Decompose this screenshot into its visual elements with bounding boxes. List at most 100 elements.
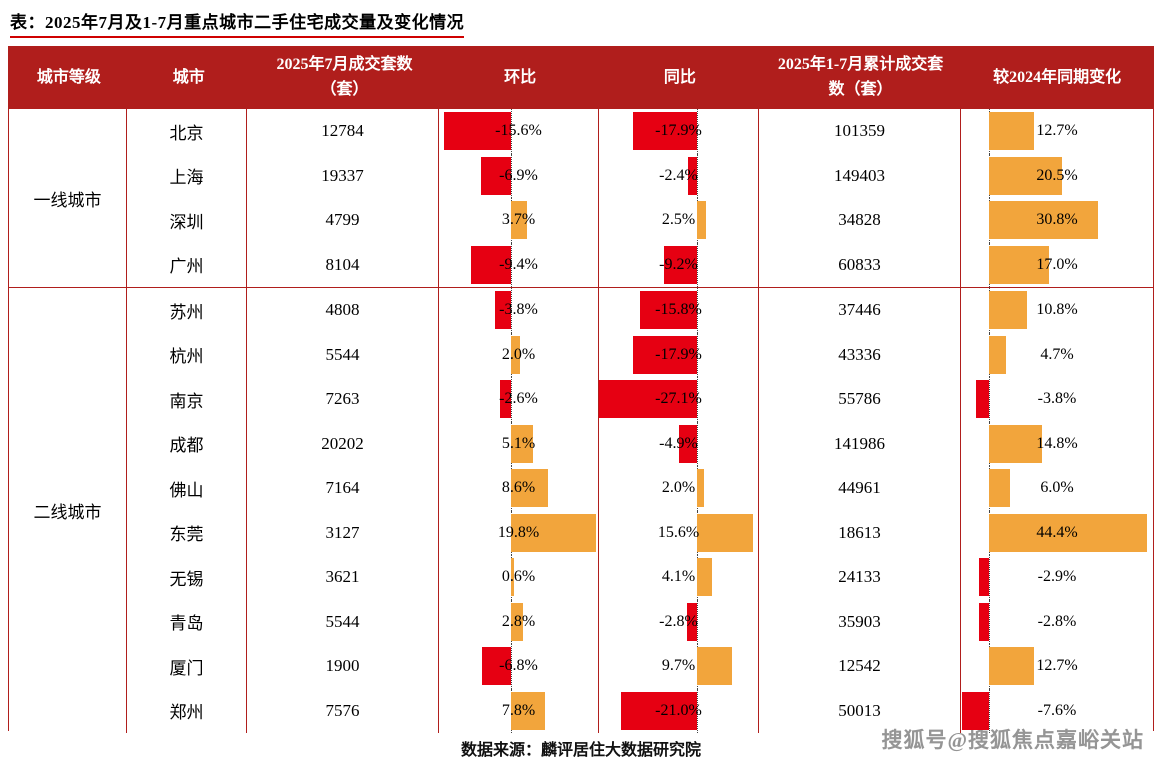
mom-bar-cell: -15.6% bbox=[439, 109, 599, 154]
table-row: 上海 19337 -6.9% -2.4% 149403 20.5% bbox=[127, 153, 1153, 198]
yoy-bar-cell: 9.7% bbox=[599, 644, 759, 689]
vs-bar-cell: 12.7% bbox=[961, 109, 1153, 154]
mom-bar-cell: -6.9% bbox=[439, 153, 599, 198]
vs-bar-label: 12.7% bbox=[1036, 657, 1078, 675]
cumulative-volume-value: 149403 bbox=[759, 153, 961, 198]
vs-bar bbox=[989, 291, 1028, 329]
july-volume-value: 8104 bbox=[247, 242, 439, 287]
mom-bar-label: 5.1% bbox=[501, 434, 536, 452]
mom-bar-label: 3.7% bbox=[501, 211, 536, 229]
mom-bar-label: -6.8% bbox=[499, 657, 538, 675]
cumulative-volume-value: 18613 bbox=[759, 510, 961, 555]
city-name: 广州 bbox=[127, 242, 247, 287]
july-volume-value: 20202 bbox=[247, 421, 439, 466]
mom-bar-label: -2.6% bbox=[499, 390, 538, 408]
table-row: 深圳 4799 3.7% 2.5% 34828 30.8% bbox=[127, 198, 1153, 243]
mom-bar-cell: 5.1% bbox=[439, 421, 599, 466]
mom-bar-cell: -3.8% bbox=[439, 288, 599, 333]
vs-bar-cell: 4.7% bbox=[961, 332, 1153, 377]
yoy-bar bbox=[697, 558, 712, 596]
july-volume-value: 7164 bbox=[247, 466, 439, 511]
city-name: 郑州 bbox=[127, 688, 247, 733]
mom-bar-label: -15.6% bbox=[495, 122, 542, 140]
vs-bar-label: 4.7% bbox=[1040, 345, 1074, 363]
city-name: 深圳 bbox=[127, 198, 247, 243]
tier-group: 二线城市 苏州 4808 -3.8% -15.8% 37446 10.8% 杭州 5544 2.0… bbox=[9, 287, 1153, 733]
cumulative-volume-value: 34828 bbox=[759, 198, 961, 243]
yoy-bar-cell: 2.5% bbox=[599, 198, 759, 243]
tier-label: 一线城市 bbox=[9, 109, 127, 287]
yoy-bar-cell: -17.9% bbox=[599, 332, 759, 377]
vs-bar-label: 17.0% bbox=[1036, 255, 1078, 273]
mom-bar-label: 2.8% bbox=[501, 612, 536, 630]
vs-bar-label: 30.8% bbox=[1036, 211, 1078, 229]
yoy-bar bbox=[697, 201, 706, 239]
july-volume-value: 7576 bbox=[247, 688, 439, 733]
yoy-bar-label: -2.8% bbox=[659, 612, 698, 630]
bar-baseline bbox=[697, 332, 698, 377]
yoy-bar-label: 4.1% bbox=[661, 568, 696, 586]
watermark: 搜狐号@搜狐焦点嘉峪关站 bbox=[881, 728, 1144, 752]
cumulative-volume-value: 24133 bbox=[759, 555, 961, 600]
bar-baseline bbox=[697, 288, 698, 333]
mom-bar-cell: 3.7% bbox=[439, 198, 599, 243]
yoy-bar-cell: -17.9% bbox=[599, 109, 759, 154]
yoy-bar bbox=[697, 647, 732, 685]
cumulative-volume-value: 35903 bbox=[759, 599, 961, 644]
bar-baseline bbox=[697, 599, 698, 644]
vs-bar-label: 20.5% bbox=[1036, 166, 1078, 184]
data-source-note: 数据来源：麟评居住大数据研究院 bbox=[460, 742, 701, 759]
july-volume-value: 5544 bbox=[247, 599, 439, 644]
vs-bar bbox=[975, 380, 989, 418]
vs-bar-label: -2.9% bbox=[1037, 568, 1077, 586]
bar-baseline bbox=[989, 599, 990, 644]
mom-bar bbox=[499, 380, 511, 418]
mom-bar-cell: -6.8% bbox=[439, 644, 599, 689]
table-row: 青岛 5544 2.8% -2.8% 35903 -2.8% bbox=[127, 599, 1153, 644]
july-volume-value: 7263 bbox=[247, 377, 439, 422]
tier-label: 二线城市 bbox=[9, 288, 127, 733]
table-row: 苏州 4808 -3.8% -15.8% 37446 10.8% bbox=[127, 288, 1153, 333]
vs-bar bbox=[989, 335, 1006, 374]
vs-bar-cell: 44.4% bbox=[961, 510, 1153, 555]
yoy-bar-label: 9.7% bbox=[661, 657, 696, 675]
bar-baseline bbox=[511, 109, 512, 154]
yoy-bar bbox=[640, 291, 697, 329]
table-row: 成都 20202 5.1% -4.9% 141986 14.8% bbox=[127, 421, 1153, 466]
yoy-bar-cell: 4.1% bbox=[599, 555, 759, 600]
mom-bar bbox=[511, 691, 545, 730]
mom-bar bbox=[481, 156, 511, 195]
vs-bar bbox=[989, 245, 1050, 284]
july-volume-value: 4799 bbox=[247, 198, 439, 243]
vs-bar-label: 6.0% bbox=[1040, 479, 1074, 497]
yoy-bar bbox=[632, 112, 697, 150]
vs-bar-cell: -2.8% bbox=[961, 599, 1153, 644]
yoy-bar-cell: -4.9% bbox=[599, 421, 759, 466]
vs-bar-cell: 6.0% bbox=[961, 466, 1153, 511]
vs-bar-cell: 17.0% bbox=[961, 242, 1153, 287]
mom-bar-label: -6.9% bbox=[499, 166, 538, 184]
vs-bar-cell: 12.7% bbox=[961, 644, 1153, 689]
cumulative-volume-value: 101359 bbox=[759, 109, 961, 154]
july-volume-value: 5544 bbox=[247, 332, 439, 377]
july-volume-value: 1900 bbox=[247, 644, 439, 689]
mom-bar bbox=[511, 424, 533, 463]
cumulative-volume-value: 44961 bbox=[759, 466, 961, 511]
yoy-bar-label: -17.9% bbox=[655, 345, 702, 363]
mom-bar-label: 2.0% bbox=[501, 345, 536, 363]
city-name: 佛山 bbox=[127, 466, 247, 511]
table-row: 厦门 1900 -6.8% 9.7% 12542 12.7% bbox=[127, 644, 1153, 689]
vs-bar-cell: -2.9% bbox=[961, 555, 1153, 600]
vs-bar-cell: -3.8% bbox=[961, 377, 1153, 422]
mom-bar-label: 19.8% bbox=[497, 523, 540, 541]
vs-bar-cell: 10.8% bbox=[961, 288, 1153, 333]
mom-bar-label: -3.8% bbox=[499, 301, 538, 319]
mom-bar-cell: 2.8% bbox=[439, 599, 599, 644]
vs-bar-label: 12.7% bbox=[1036, 122, 1078, 140]
bar-baseline bbox=[697, 153, 698, 198]
vs-bar bbox=[989, 469, 1011, 507]
yoy-bar bbox=[697, 469, 705, 507]
city-name: 北京 bbox=[127, 109, 247, 154]
yoy-bar-label: 2.0% bbox=[661, 479, 696, 497]
yoy-bar-cell: -27.1% bbox=[599, 377, 759, 422]
